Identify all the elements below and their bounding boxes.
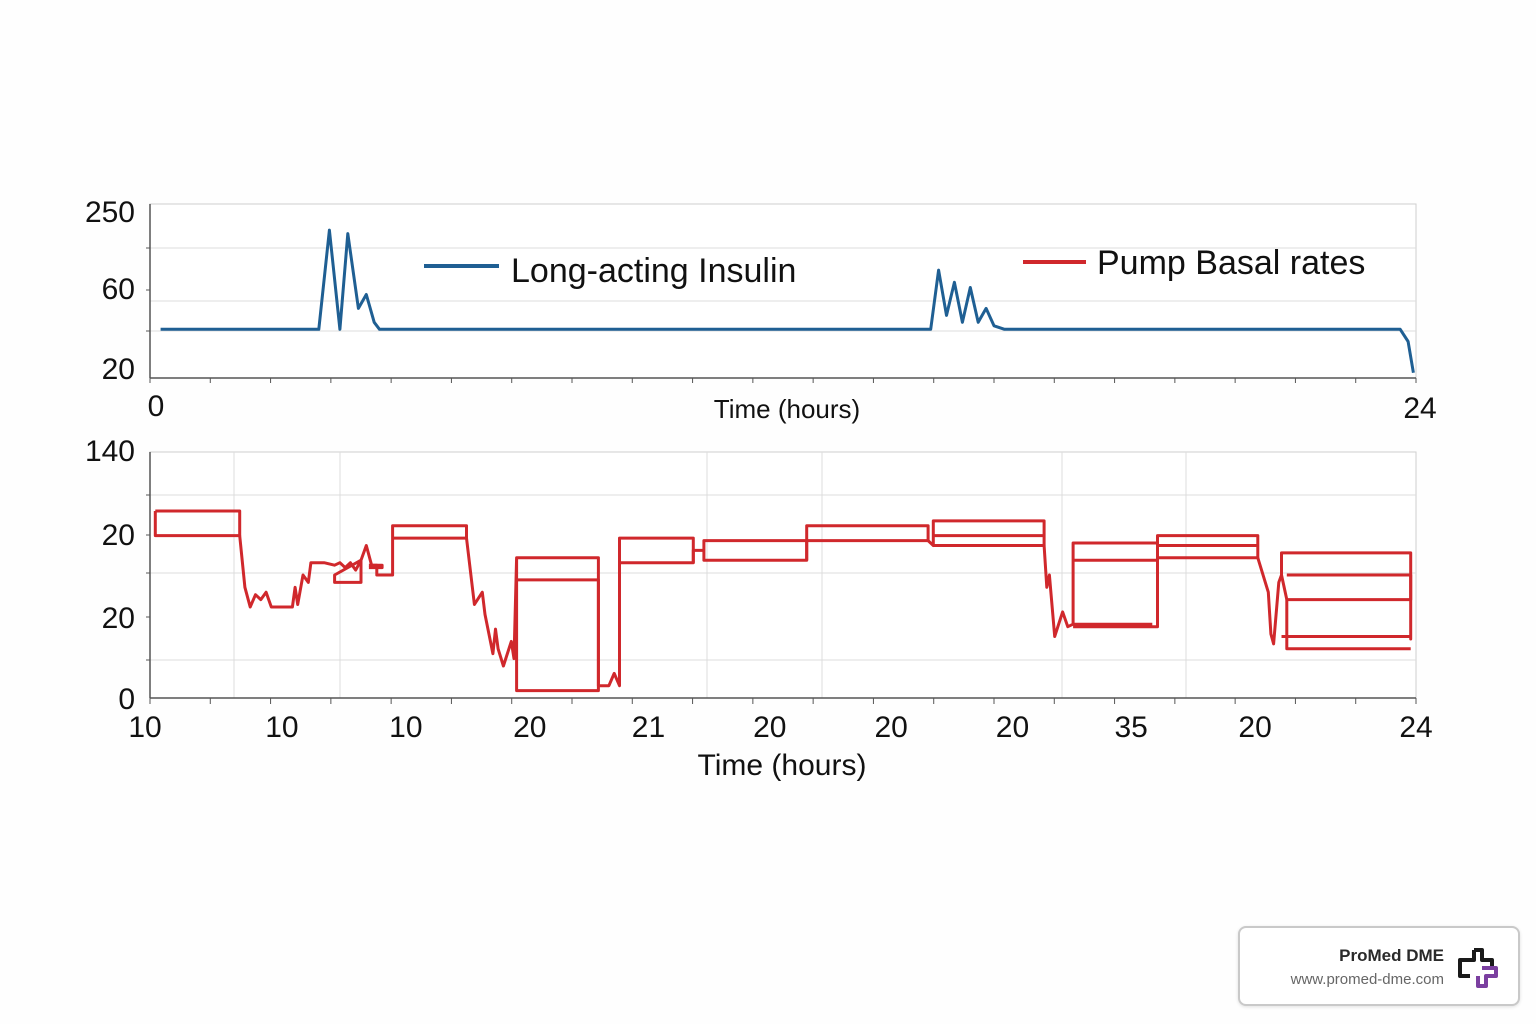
bottom-axes xyxy=(149,452,1416,699)
brand-card[interactable]: ProMed DME www.promed-dme.com xyxy=(1238,926,1520,1006)
top-y-tick-label: 20 xyxy=(102,353,135,386)
top-plot-area xyxy=(149,203,1417,379)
bottom-grid xyxy=(150,452,1416,698)
series-segment-pump-basal-rates xyxy=(368,524,468,577)
bottom-x-tick-label: 21 xyxy=(632,711,665,744)
top-y-tick-label: 60 xyxy=(102,273,135,306)
bottom-x-axis-title: Time (hours) xyxy=(698,749,867,782)
bottom-chart: 140 20 20 0 10 10 10 20 21 20 20 20 35 20 24 Time … xyxy=(85,435,1433,782)
bottom-x-tick-label: 10 xyxy=(128,711,161,744)
bottom-x-tick-label: 24 xyxy=(1399,711,1432,744)
top-ticks xyxy=(146,247,1417,383)
top-series xyxy=(160,228,1415,374)
series-segment-pump-basal-rates xyxy=(238,535,384,609)
bottom-x-tick-label: 35 xyxy=(1114,711,1147,744)
top-chart: 250 60 20 0 24 Time (hours) Long-acting … xyxy=(85,196,1437,425)
series-segment-pump-basal-rates xyxy=(927,519,1046,547)
legend-label-insulin: Long-acting Insulin xyxy=(511,252,796,290)
bottom-y-tick-label: 20 xyxy=(102,519,135,552)
series-segment-pump-basal-rates xyxy=(1073,534,1260,629)
series-segment-pump-basal-rates xyxy=(1280,573,1413,602)
bottom-x-tick-label: 20 xyxy=(513,711,546,744)
cross-bracket-logo-icon xyxy=(1458,948,1498,988)
bottom-x-tick-label: 20 xyxy=(996,711,1029,744)
series-segment-pump-basal-rates xyxy=(1042,541,1159,638)
bottom-x-tick-label: 20 xyxy=(753,711,786,744)
legend-label-pump: Pump Basal rates xyxy=(1097,244,1365,282)
bottom-y-tick-label: 20 xyxy=(102,602,135,635)
bottom-x-labels: 10 10 10 20 21 20 20 20 35 20 24 xyxy=(128,711,1432,744)
top-x-axis-title: Time (hours) xyxy=(714,394,860,424)
bottom-x-tick-label: 20 xyxy=(874,711,907,744)
series-segment-pump-basal-rates xyxy=(1285,599,1411,651)
top-y-tick-label: 250 xyxy=(85,196,135,229)
series-segment-pump-basal-rates xyxy=(805,524,930,561)
top-x-tick-label: 24 xyxy=(1403,392,1436,425)
bottom-x-tick-label: 20 xyxy=(1238,711,1271,744)
bottom-x-tick-label: 10 xyxy=(389,711,422,744)
bottom-y-tick-label: 140 xyxy=(85,435,135,468)
brand-name: ProMed DME xyxy=(1339,946,1444,965)
series-line-long-acting-insulin xyxy=(160,228,1415,374)
top-x-tick-label: 0 xyxy=(148,390,165,423)
bottom-series xyxy=(153,509,1413,693)
top-axes xyxy=(149,204,1416,379)
bottom-x-tick-label: 10 xyxy=(265,711,298,744)
brand-url[interactable]: www.promed-dme.com xyxy=(1290,971,1444,988)
bottom-ticks xyxy=(146,494,1417,704)
series-segment-pump-basal-rates xyxy=(691,539,809,563)
bottom-y-tick-label: 0 xyxy=(118,683,135,716)
